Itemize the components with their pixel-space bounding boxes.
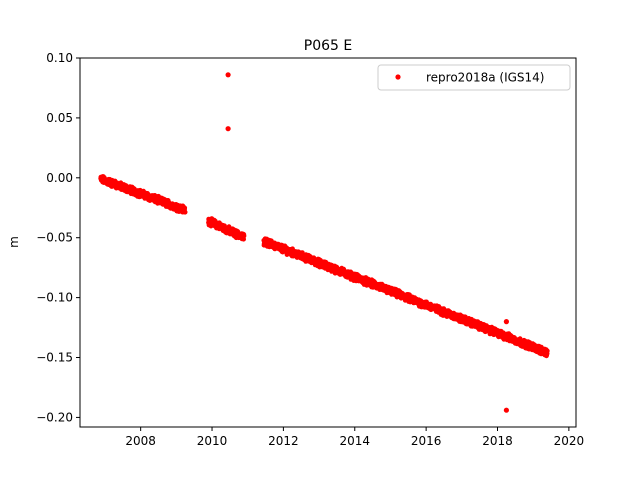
- x-axis-ticks: 2008 2010 2012 2014 2016 2018 2020: [125, 427, 584, 448]
- data-points: [98, 72, 550, 413]
- plot-frame: [79, 57, 577, 428]
- x-tick-label: 2020: [554, 434, 585, 448]
- y-axis-ticks: 0.10 0.05 0.00 −0.05 −0.10 −0.15 −0.20: [36, 51, 80, 424]
- data-point: [544, 348, 550, 354]
- data-point-outlier: [225, 126, 231, 132]
- chart-title: P065 E: [304, 38, 352, 54]
- y-tick-label: 0.00: [46, 171, 73, 185]
- x-tick-label: 2012: [268, 434, 299, 448]
- y-tick-label: −0.10: [36, 291, 73, 305]
- legend-marker: [395, 74, 401, 80]
- legend-label: repro2018a (IGS14): [426, 71, 544, 85]
- data-point-outlier: [503, 407, 509, 413]
- data-point: [182, 205, 188, 211]
- x-tick-label: 2010: [197, 434, 228, 448]
- y-tick-label: 0.10: [46, 51, 73, 65]
- y-tick-label: −0.15: [36, 351, 73, 365]
- y-axis-label: m: [7, 236, 21, 248]
- legend-box: [377, 64, 571, 91]
- y-tick-label: 0.05: [46, 111, 73, 125]
- x-tick-label: 2014: [339, 434, 370, 448]
- data-point-outlier: [503, 319, 509, 325]
- y-tick-label: −0.05: [36, 231, 73, 245]
- data-point: [182, 209, 188, 215]
- y-tick-label: −0.20: [36, 410, 73, 424]
- x-tick-label: 2016: [411, 434, 442, 448]
- x-tick-label: 2008: [125, 434, 156, 448]
- x-tick-label: 2018: [482, 434, 513, 448]
- legend: repro2018a (IGS14): [377, 64, 571, 91]
- data-point-outlier: [225, 72, 231, 78]
- data-point: [241, 233, 247, 239]
